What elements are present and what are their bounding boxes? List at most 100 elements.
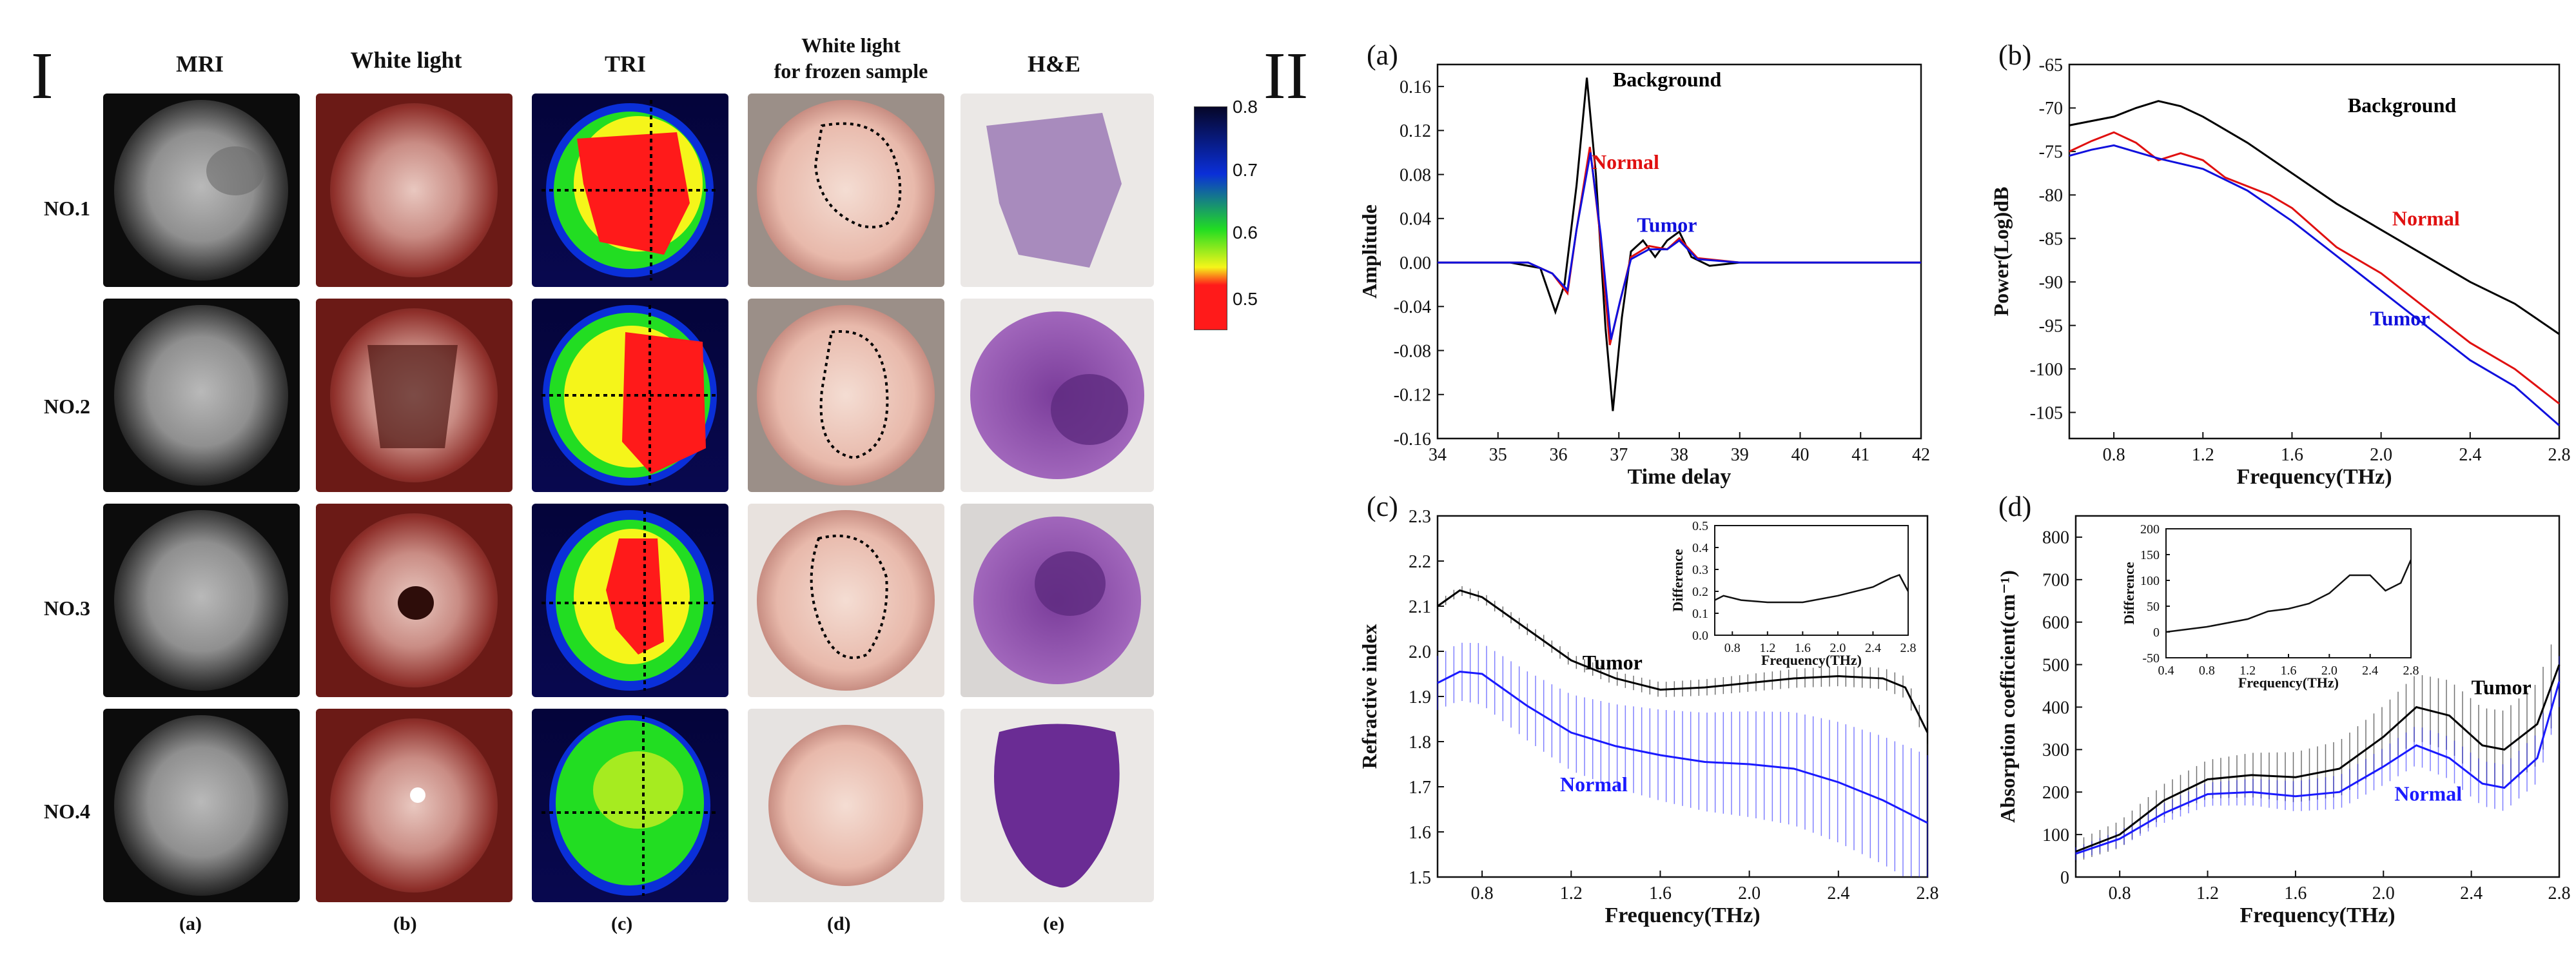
chart-a: 34 35 36 37 38 39 40 41 42 -0.16 -0.12 -0.08 -0.04 0.… [1358,39,1930,489]
chart-c-ylabel: Refractive index [1358,624,1381,769]
chart-b-x-tick-label: 1.2 [2192,445,2214,465]
row-label-4: NO.4 [44,800,90,823]
col-letter-d: (d) [827,913,851,934]
chart-d-y-tick-label: 600 [2042,613,2069,633]
chart-b-y-tick-label: -95 [2039,316,2063,336]
colorbar-tick-0.8: 0.8 [1233,97,1258,117]
chart-a-x-tick-label: 37 [1610,445,1628,465]
chart-d-annotation-tumor: Tumor [2472,676,2532,699]
colorbar-tick-0.6: 0.6 [1233,222,1258,242]
chart-b-letter: (b) [1998,39,2031,71]
chart-c-y-tick-label: 2.1 [1409,597,1431,617]
chart-b-y-tick-label: -90 [2039,273,2063,293]
chart-b-x-tick-label: 0.8 [2103,445,2125,465]
chart-c-inset-x-tick-label: 2.0 [1830,641,1846,655]
chart-b-y-tick-label: -75 [2039,143,2063,163]
chart-d: 0.8 1.2 1.6 2.0 2.4 2.80100200300400500600700… [1996,491,2571,927]
chart-c-x-tick-label: 2.0 [1738,883,1761,903]
chart-b-x-tick-label: 2.4 [2459,445,2481,465]
chart-c-inset-line [1714,573,1909,604]
chart-b-ylabel: Power(Log)dB [1989,187,2013,317]
chart-b-x-tick-label: 2.0 [2370,445,2392,465]
chart-b-xlabel: Frequency(THz) [2236,465,2392,489]
chart-d-line-tumor [2075,664,2561,853]
chart-d-y-tick-label: 0 [2060,868,2069,888]
chart-a-y-tick-label: -0.04 [1394,297,1431,317]
chart-d-x-tick-label: 2.0 [2372,883,2395,903]
chart-b-y-tick-label: -70 [2039,99,2063,119]
chart-b-line-background [2069,100,2560,335]
chart-c-inset-y-tick-label: 0.3 [1692,563,1708,577]
chart-b-line-normal [2069,131,2560,405]
chart-b-y-tick-label: -100 [2030,360,2063,380]
chart-d-inset-plot-frame [2165,528,2412,658]
chart-b-annotation-normal: Normal [2392,207,2460,230]
chart-c-x-tick-label: 1.2 [1560,883,1583,903]
col-header-tri: TRI [604,51,647,77]
chart-c-inset-y-tick-label: 0.1 [1692,607,1708,621]
chart-c-x-tick-label: 2.8 [1917,883,1939,903]
chart-c-y-tick-label: 2.2 [1409,552,1431,572]
chart-d-inset-x-tick-label: 2.0 [2321,664,2337,678]
chart-d-line-normal [2075,681,2561,855]
chart-a-xlabel: Time delay [1628,465,1732,489]
row-1 [103,94,1154,287]
row-4 [103,709,1154,902]
chart-d-letter: (d) [1998,491,2031,522]
chart-d-inset-xlabel: Frequency(THz) [2238,675,2339,691]
chart-a-x-tick-label: 36 [1550,445,1568,465]
chart-d-y-tick-label: 700 [2042,571,2069,591]
row-label-3: NO.3 [44,597,90,620]
chart-d-y-tick-label: 100 [2042,825,2069,845]
chart-b-y-tick-label: -65 [2039,55,2063,75]
chart-d-inset-x-tick-label: 0.4 [2158,664,2174,678]
chart-b-x-tick-label: 2.8 [2548,445,2571,465]
row-label-1: NO.1 [44,197,90,220]
chart-c-annotation-normal: Normal [1560,773,1628,796]
chart-b-annotation-background: Background [2348,94,2457,117]
chart-b-plot-frame [2068,63,2561,440]
chart-c-inset-x-tick-label: 0.8 [1724,641,1741,655]
chart-c-x-tick-label: 1.6 [1649,883,1672,903]
panel-I-roman: I [31,39,54,113]
chart-d-x-tick-label: 0.8 [2109,883,2131,903]
colorbar-tick-0.5: 0.5 [1233,289,1258,309]
chart-c-annotation-tumor: Tumor [1583,651,1643,674]
chart-d-y-tick-label: 500 [2042,655,2069,675]
chart-b: 0.8 1.2 1.6 2.0 2.4 2.8 -105 -100 -95 -90 -85 -80 -7… [1989,39,2571,489]
chart-b-y-tick-label: -105 [2030,403,2063,423]
chart-d-inset-y-tick-label: 150 [2140,548,2160,562]
chart-d-inset-x-tick-label: 1.6 [2281,664,2297,678]
chart-d-inset-x-tick-label: 2.4 [2362,664,2378,678]
chart-c-y-tick-label: 1.6 [1409,823,1431,843]
colorbar-tick-0.7: 0.7 [1233,160,1258,180]
chart-c-inset-x-tick-label: 1.6 [1795,641,1811,655]
chart-c-y-tick-label: 2.0 [1409,642,1431,662]
col-letter-e: (e) [1043,913,1065,934]
col-letter-c: (c) [611,913,633,934]
chart-d-x-tick-label: 1.6 [2284,883,2307,903]
chart-c-y-tick-label: 1.7 [1409,778,1431,798]
chart-c-inset-plot-frame [1714,525,1909,636]
chart-d-x-tick-label: 2.8 [2548,883,2571,903]
chart-a-annotation-background: Background [1613,68,1722,91]
chart-a-ylabel: Amplitude [1358,204,1381,299]
col-header-white-light: White light [350,47,462,73]
chart-a-annotation-tumor: Tumor [1637,213,1697,236]
chart-d-x-tick-label: 1.2 [2196,883,2219,903]
col-letter-a: (a) [179,913,202,934]
chart-a-line-tumor [1438,152,1921,340]
chart-d-inset-y-tick-label: -50 [2142,651,2160,666]
chart-c-x-tick-label: 2.4 [1827,883,1849,903]
chart-c-inset-y-tick-label: 0.2 [1692,585,1708,599]
image-grid [103,94,1154,902]
chart-c-inset-x-tick-label: 2.8 [1900,641,1917,655]
chart-b-y-tick-label: -80 [2039,186,2063,206]
chart-a-x-tick-label: 42 [1912,445,1930,465]
chart-d-y-tick-label: 800 [2042,528,2069,548]
row-2 [103,299,1154,492]
chart-c-inset-y-tick-label: 0.4 [1692,541,1708,555]
col-header-frozen: White light for frozen sample [774,34,928,83]
chart-a-y-tick-label: -0.12 [1394,386,1431,406]
row-label-2: NO.2 [44,395,90,418]
